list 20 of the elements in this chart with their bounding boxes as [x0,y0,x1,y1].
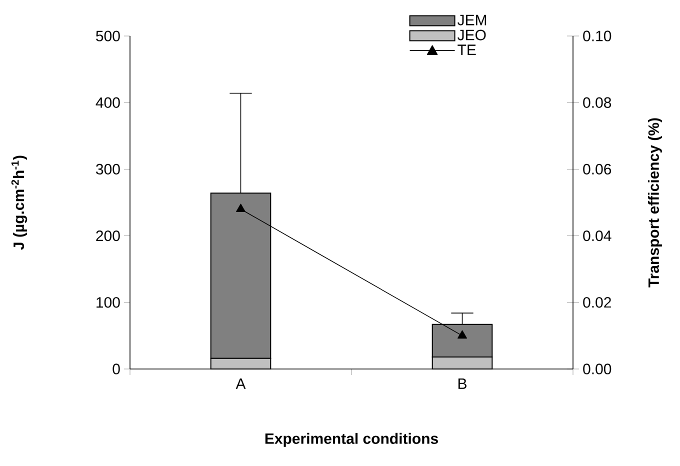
y2-tick-label: 0.02 [583,297,611,308]
y2-tick-label: 0.08 [583,97,612,108]
y2-tick-label: 0.10 [583,30,612,42]
y-tick-label: 300 [96,164,120,175]
y2-tick-label: 0.00 [583,364,612,374]
y-tick-label: 400 [96,97,120,108]
y2-axis-title: Transport efficiency (%) [648,118,662,288]
legend-label: TE [458,44,476,55]
y-tick-label: 500 [96,30,120,42]
legend-label: JEM [458,14,486,26]
x-tick-label: A [236,378,246,389]
y-tick-label: 100 [96,297,120,308]
y-axis-title: J (µg.cm$^{-2}$h$^{-1}$) [11,156,28,250]
y2-tick-label: 0.06 [583,164,612,174]
x-axis-title: Experimental conditions [265,432,438,447]
y-tick-label: 0 [112,364,120,374]
y-tick-label: 200 [96,230,120,242]
y2-tick-label: 0.04 [583,230,612,242]
x-tick-label: B [458,378,466,389]
legend-label: JEO [458,30,486,40]
